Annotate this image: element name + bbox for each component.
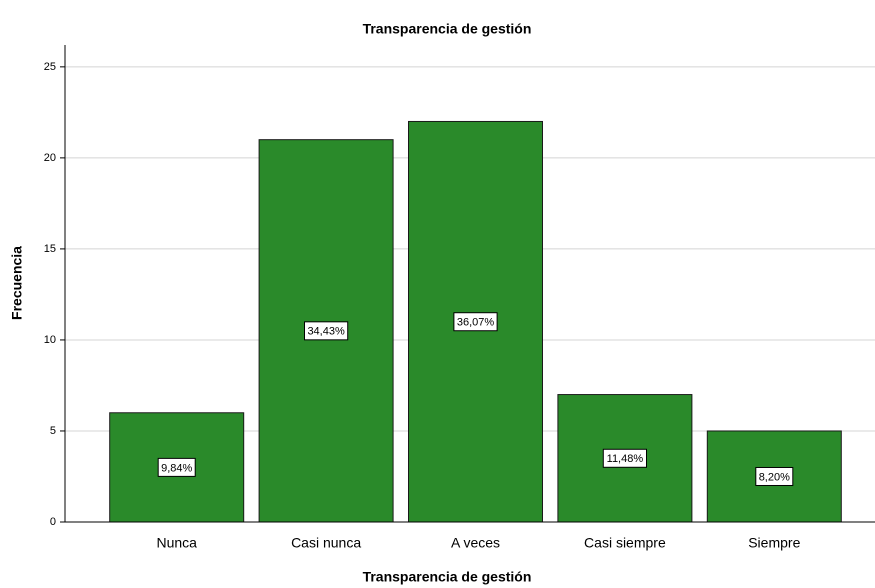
x-tick-label: Siempre [748, 535, 800, 551]
bar-label-box [453, 312, 498, 332]
bar-label: 9,84% [161, 462, 192, 474]
bar-label-box [602, 448, 647, 468]
x-axis-label: Transparencia de gestión [363, 569, 532, 585]
bar-label: 11,48% [607, 453, 644, 465]
bar-label: 34,43% [307, 326, 345, 338]
y-axis-label: Frecuencia [9, 246, 25, 320]
y-tick-label: 20 [44, 152, 56, 164]
x-tick-label: A veces [451, 535, 500, 551]
y-tick-label: 5 [50, 425, 56, 437]
y-tick-label: 25 [44, 61, 56, 73]
bar-label: 36,07% [457, 317, 495, 329]
x-tick-label: Casi siempre [584, 535, 666, 551]
bar-label-box [304, 321, 349, 341]
y-tick-label: 15 [44, 243, 56, 255]
y-tick-label: 0 [50, 516, 56, 528]
bar-label: 8,20% [759, 471, 790, 483]
x-tick-label: Casi nunca [291, 535, 361, 551]
y-tick-label: 10 [44, 334, 56, 346]
bar-label-box [755, 466, 794, 486]
chart-title: Transparencia de gestión [363, 21, 532, 37]
x-tick-label: Nunca [156, 535, 197, 551]
bar-label-box [157, 457, 196, 477]
